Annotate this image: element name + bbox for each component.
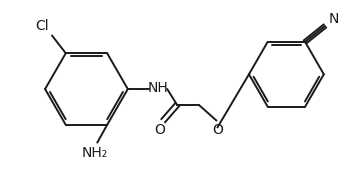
Text: O: O (154, 123, 165, 137)
Text: NH: NH (148, 81, 169, 95)
Text: O: O (212, 123, 223, 137)
Text: Cl: Cl (35, 19, 49, 33)
Text: N: N (328, 12, 339, 26)
Text: NH₂: NH₂ (81, 146, 108, 160)
